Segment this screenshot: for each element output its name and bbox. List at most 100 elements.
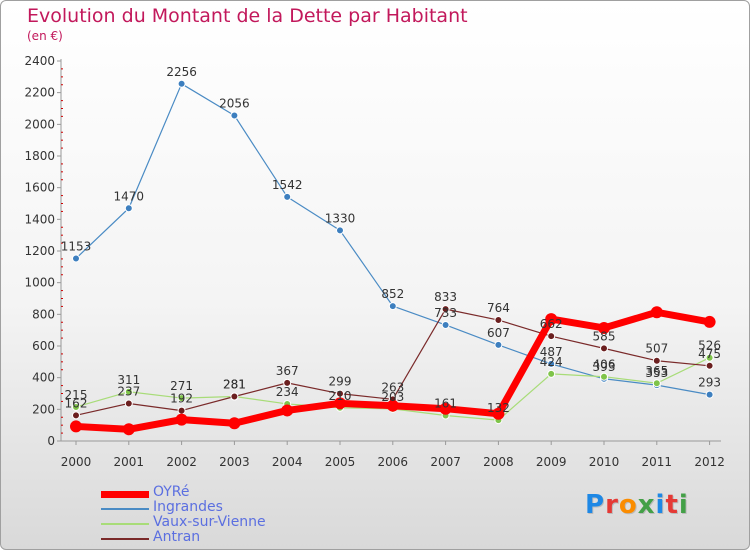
data-point-oyr- (386, 399, 399, 412)
y-tick-label: 200 (32, 402, 55, 416)
data-label-vaux-sur-vienne: 210 (329, 389, 352, 403)
y-tick-label: 1000 (24, 276, 55, 290)
x-tick-label: 2003 (219, 455, 250, 469)
data-point-ingrandes (124, 204, 133, 213)
data-point-oyr- (228, 417, 241, 430)
data-point-antran (547, 332, 556, 341)
data-label-antran: 367 (276, 364, 299, 378)
data-point-antran (230, 392, 239, 401)
data-label-vaux-sur-vienne: 424 (540, 355, 563, 369)
data-label-ingrandes: 607 (487, 326, 510, 340)
data-point-oyr- (281, 404, 294, 417)
x-tick-label: 2001 (114, 455, 145, 469)
data-point-antran (441, 305, 450, 314)
data-point-ingrandes (441, 320, 450, 329)
data-point-antran (705, 361, 714, 370)
y-tick-label: 1400 (24, 212, 55, 226)
data-point-ingrandes (177, 79, 186, 88)
data-point-antran (600, 344, 608, 353)
data-label-ingrandes: 393 (593, 360, 616, 374)
data-point-ingrandes (494, 340, 503, 349)
series-line-ingrandes (75, 83, 711, 396)
x-tick-label: 2006 (378, 455, 409, 469)
x-tick-label: 2000 (61, 455, 92, 469)
data-point-oyr- (122, 423, 135, 436)
y-tick-label: 2400 (24, 54, 55, 68)
data-label-vaux-sur-vienne: 311 (117, 373, 140, 387)
data-label-ingrandes: 2256 (166, 65, 197, 79)
data-label-vaux-sur-vienne: 132 (487, 401, 510, 415)
data-point-vaux-sur-vienne (72, 402, 80, 411)
data-label-antran: 192 (170, 392, 193, 406)
data-label-ingrandes: 293 (698, 376, 721, 390)
chart-data-labels: 1153 1470 2256 2056 1542 1330 852 733 607 487 393 3… (61, 65, 721, 415)
data-label-vaux-sur-vienne: 406 (593, 358, 616, 372)
x-tick-label: 2010 (589, 455, 620, 469)
y-tick-label: 600 (32, 339, 55, 353)
data-label-ingrandes: 852 (381, 287, 404, 301)
data-point-ingrandes (72, 254, 80, 263)
data-label-vaux-sur-vienne: 526 (698, 339, 721, 353)
data-point-vaux-sur-vienne (652, 379, 661, 388)
data-label-ingrandes: 1153 (61, 239, 92, 253)
data-label-antran: 162 (65, 396, 88, 410)
legend-label: Antran (153, 529, 201, 545)
data-label-vaux-sur-vienne: 161 (434, 397, 457, 411)
legend-label: Vaux-sur-Vienne (153, 514, 266, 530)
x-tick-label: 2008 (483, 455, 514, 469)
x-tick-label: 2012 (694, 455, 725, 469)
data-point-oyr- (70, 420, 82, 433)
y-tick-label: 1800 (24, 149, 55, 163)
data-label-vaux-sur-vienne: 215 (65, 388, 88, 402)
data-point-oyr- (650, 306, 663, 319)
data-label-antran: 281 (223, 378, 246, 392)
y-tick-label: 1600 (24, 181, 55, 195)
x-tick-label: 2005 (325, 455, 356, 469)
data-label-ingrandes: 1330 (325, 211, 356, 225)
data-point-antran (336, 389, 344, 398)
legend-swatch (101, 490, 149, 498)
data-point-oyr- (175, 413, 188, 426)
data-label-vaux-sur-vienne: 281 (223, 378, 246, 392)
legend-label: OYRé (153, 484, 190, 500)
data-point-antran (652, 356, 661, 365)
data-point-antran (494, 316, 503, 325)
data-point-vaux-sur-vienne (124, 387, 133, 396)
data-label-antran: 585 (593, 329, 616, 343)
data-point-vaux-sur-vienne (177, 394, 186, 403)
chart-series (70, 79, 716, 436)
data-point-vaux-sur-vienne (547, 369, 556, 378)
data-point-oyr- (439, 402, 452, 415)
data-label-ingrandes: 487 (540, 345, 563, 359)
data-label-antran: 507 (645, 342, 668, 356)
data-point-ingrandes (230, 111, 239, 120)
x-tick-label: 2007 (430, 455, 461, 469)
x-tick-label: 2002 (166, 455, 197, 469)
data-point-ingrandes (388, 302, 397, 311)
data-label-antran: 475 (698, 347, 721, 361)
data-label-antran: 263 (381, 380, 404, 394)
data-label-vaux-sur-vienne: 234 (276, 385, 299, 399)
x-tick-label: 2009 (536, 455, 567, 469)
proxiti-logo: Proxiti (585, 490, 689, 520)
y-tick-label: 1200 (24, 244, 55, 258)
y-tick-label: 2200 (24, 86, 55, 100)
x-tick-label: 2011 (642, 455, 673, 469)
legend-swatch (101, 508, 149, 510)
data-point-oyr- (492, 407, 505, 420)
data-point-ingrandes (283, 192, 292, 201)
data-label-ingrandes: 733 (434, 306, 457, 320)
data-label-vaux-sur-vienne: 271 (170, 379, 193, 393)
y-tick-label: 0 (47, 434, 55, 448)
data-point-ingrandes (336, 226, 344, 235)
y-tick-label: 800 (32, 307, 55, 321)
data-point-oyr- (703, 315, 716, 328)
chart-title: Evolution du Montant de la Dette par Hab… (27, 5, 468, 27)
data-point-oyr- (598, 321, 610, 334)
data-point-vaux-sur-vienne (705, 353, 714, 362)
data-label-antran: 833 (434, 290, 457, 304)
legend-label: Ingrandes (153, 499, 223, 515)
data-label-ingrandes: 1470 (114, 189, 145, 203)
